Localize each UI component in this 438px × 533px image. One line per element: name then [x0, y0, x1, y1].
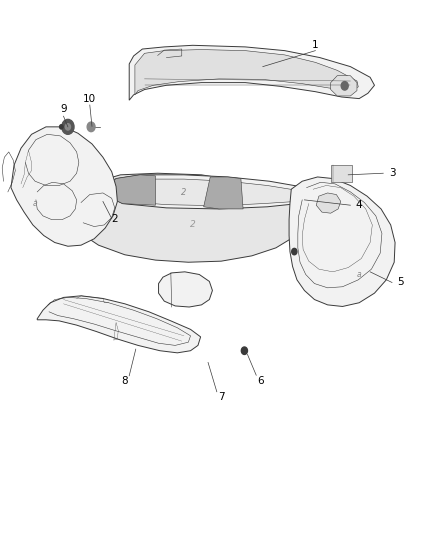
- Polygon shape: [37, 296, 201, 353]
- Circle shape: [65, 124, 71, 130]
- Text: 10: 10: [83, 94, 96, 103]
- Text: 4: 4: [356, 200, 363, 210]
- Polygon shape: [135, 50, 358, 95]
- Circle shape: [341, 82, 348, 90]
- Text: 3: 3: [389, 168, 396, 178]
- Text: 2: 2: [190, 221, 196, 229]
- Circle shape: [241, 347, 247, 354]
- Polygon shape: [331, 76, 357, 96]
- Polygon shape: [289, 177, 395, 306]
- Text: 5: 5: [397, 278, 404, 287]
- Text: 9: 9: [60, 104, 67, 114]
- Polygon shape: [11, 127, 117, 246]
- Text: 2: 2: [111, 214, 118, 223]
- Text: 7: 7: [218, 392, 225, 402]
- Circle shape: [87, 122, 95, 132]
- Text: 2: 2: [181, 189, 187, 197]
- Text: 8: 8: [121, 376, 128, 386]
- FancyBboxPatch shape: [331, 165, 352, 182]
- Polygon shape: [204, 177, 243, 209]
- Text: 1: 1: [312, 41, 319, 50]
- Circle shape: [60, 125, 63, 129]
- Text: a: a: [33, 199, 37, 208]
- Polygon shape: [74, 173, 309, 262]
- Circle shape: [62, 119, 74, 134]
- Polygon shape: [107, 175, 155, 205]
- Polygon shape: [159, 272, 212, 307]
- Text: a: a: [357, 270, 361, 279]
- Text: 6: 6: [257, 376, 264, 386]
- Polygon shape: [107, 175, 315, 209]
- Polygon shape: [129, 45, 374, 100]
- Circle shape: [292, 248, 297, 255]
- Polygon shape: [112, 179, 310, 206]
- Polygon shape: [316, 193, 341, 213]
